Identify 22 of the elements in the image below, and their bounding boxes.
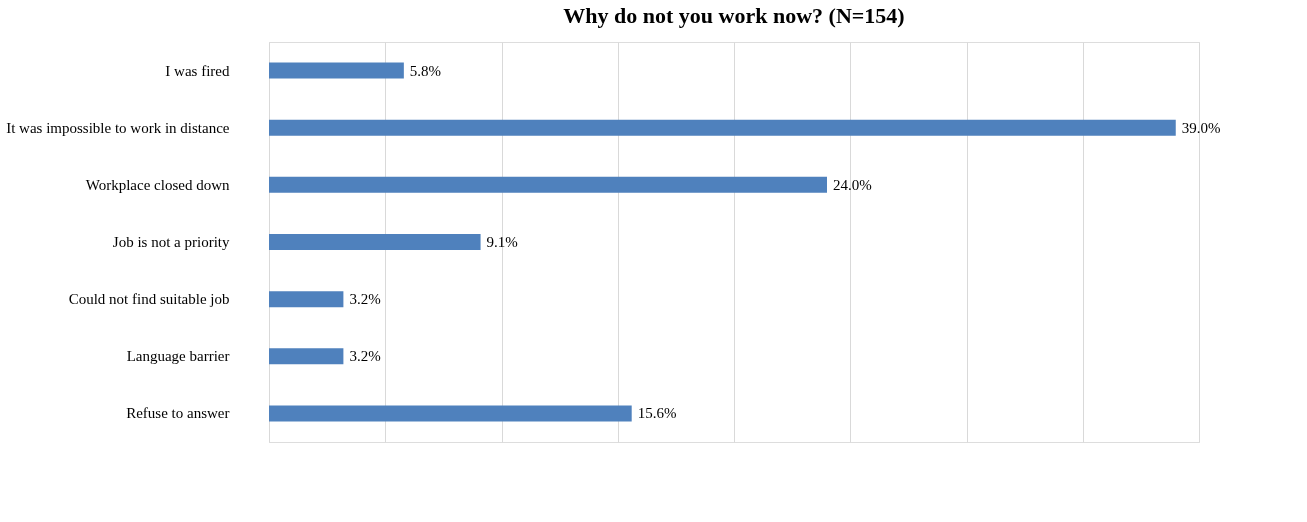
bar bbox=[269, 62, 404, 79]
data-label: 3.2% bbox=[349, 348, 381, 365]
chart-title: Why do not you work now? (N=154) bbox=[563, 3, 905, 28]
y-tick-label: Language barrier bbox=[126, 348, 230, 365]
y-tick-label: Refuse to answer bbox=[126, 405, 230, 422]
bar bbox=[269, 119, 1176, 136]
bar bbox=[269, 234, 481, 250]
y-tick-label: Could not find suitable job bbox=[68, 291, 230, 308]
data-label: 5.8% bbox=[409, 62, 442, 79]
bar bbox=[269, 291, 344, 308]
bar bbox=[269, 176, 827, 193]
bar bbox=[269, 348, 344, 365]
data-label: 3.2% bbox=[349, 291, 381, 308]
y-tick-label: Job is not a priority bbox=[112, 234, 230, 250]
bar bbox=[269, 405, 632, 422]
y-tick-label: I was fired bbox=[165, 62, 230, 79]
y-tick-label: It was impossible to work in distance bbox=[6, 119, 230, 136]
data-label: 15.6% bbox=[637, 405, 677, 422]
data-label: 39.0% bbox=[1181, 119, 1221, 136]
y-tick-label: Workplace closed down bbox=[85, 176, 230, 193]
data-label: 24.0% bbox=[833, 176, 872, 193]
data-label: 9.1% bbox=[486, 234, 518, 250]
